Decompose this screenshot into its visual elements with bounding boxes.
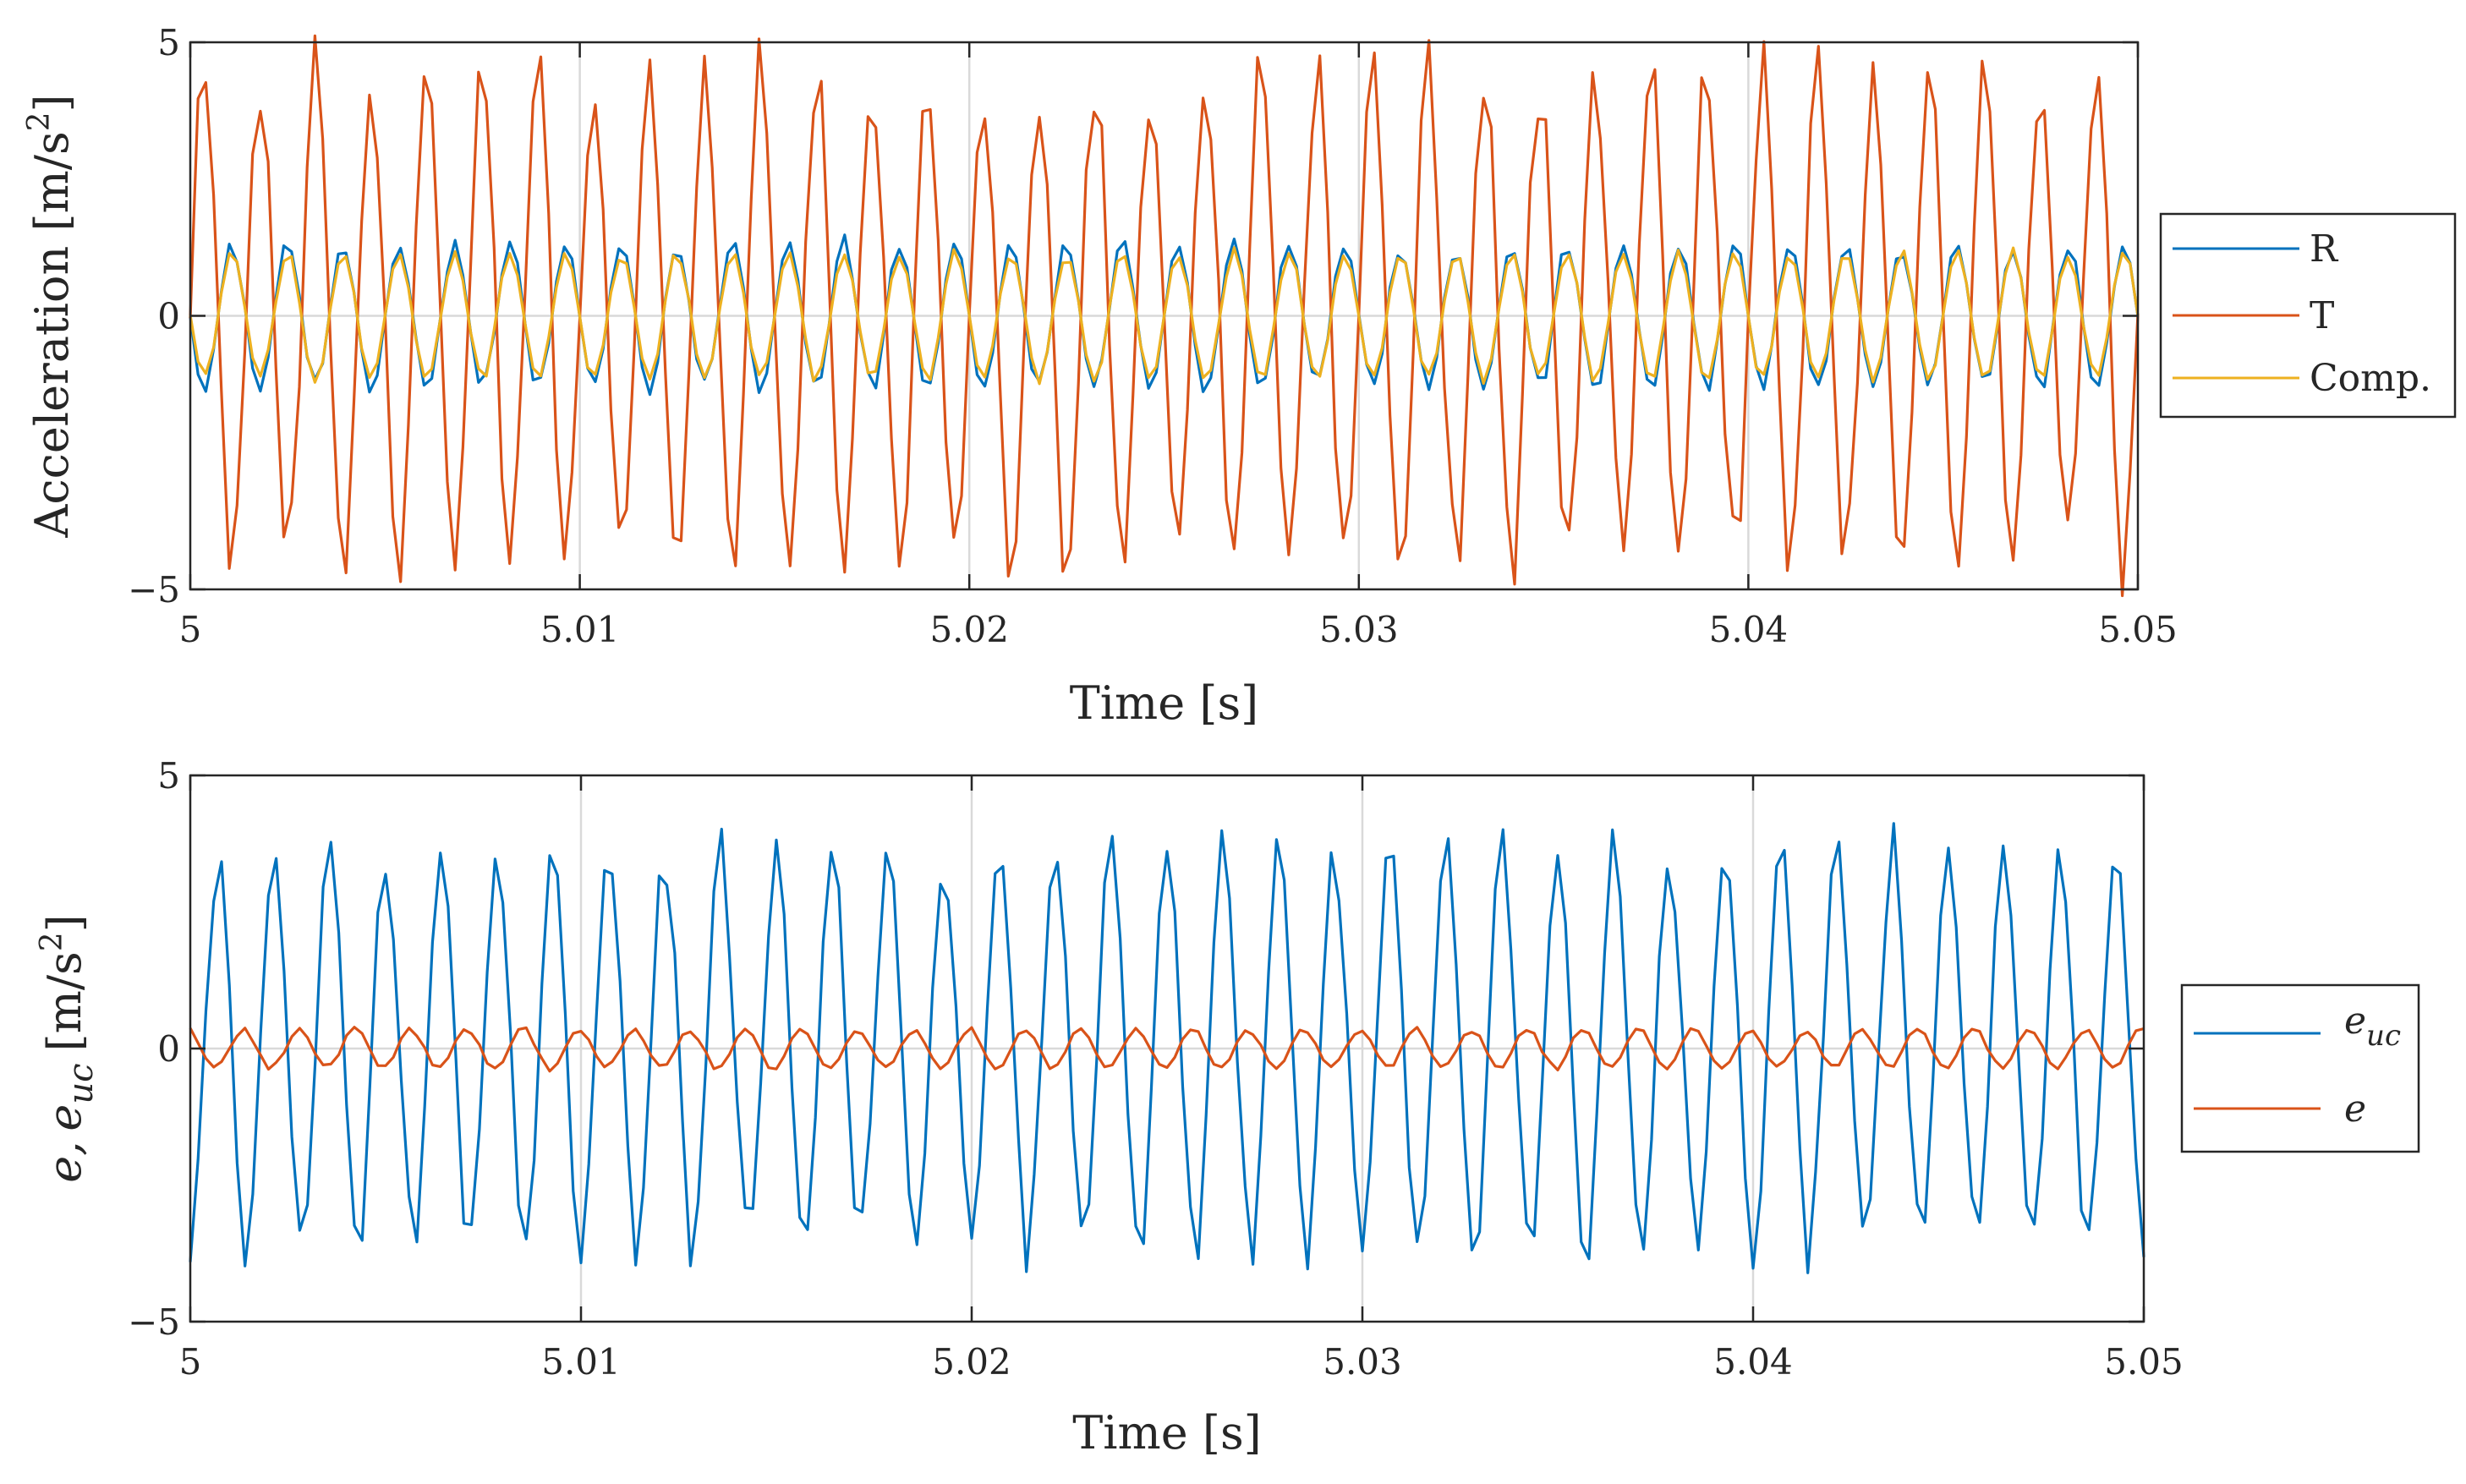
y-axis-label-euc: e xyxy=(38,1104,91,1131)
x-tick-label: 5.03 xyxy=(1319,609,1399,650)
y-axis-label-unit: [m/s xyxy=(38,951,91,1051)
x-tick-label: 5 xyxy=(179,609,202,650)
y-tick-label: 5 xyxy=(157,755,180,797)
x-tick-label: 5.02 xyxy=(932,1341,1011,1383)
legend-label-euc: euc xyxy=(2344,999,2401,1053)
legend-label-t: T xyxy=(2310,294,2334,337)
y-tick-label: 0 xyxy=(157,1028,180,1070)
error-chart: 5 5.01 5.02 5.03 5.04 5.05 −505 Time [s] e,eu… xyxy=(35,755,2420,1459)
y-axis-label-close: ] xyxy=(25,94,79,112)
acceleration-chart: 5 5.01 5.02 5.03 5.04 5.05 −5 0 5 Time [s] Acce… xyxy=(22,22,2457,730)
legend-label-euc-sub: uc xyxy=(2366,1019,2401,1053)
legend: euc e xyxy=(2180,983,2420,1153)
x-axis-label: Time [s] xyxy=(1072,1406,1261,1459)
x-tick-label: 5.02 xyxy=(929,609,1009,650)
y-axis-label-close: ] xyxy=(38,914,91,932)
y-tick-label: −5 xyxy=(128,569,180,611)
x-tick-label: 5.04 xyxy=(1713,1341,1793,1383)
series-group xyxy=(189,34,2140,598)
x-axis-label: Time [s] xyxy=(1070,676,1258,730)
series-group xyxy=(189,822,2145,1274)
y-tick-labels: −5 0 5 xyxy=(128,22,180,611)
tick-marks xyxy=(189,41,2140,591)
legend-label-r: R xyxy=(2310,227,2339,271)
y-tick-label: −5 xyxy=(128,1301,180,1343)
legend-label-e: e xyxy=(2344,1087,2366,1131)
x-tick-labels: 5 5.01 5.02 5.03 5.04 5.05 xyxy=(179,609,2178,650)
x-tick-label: 5.05 xyxy=(2104,1341,2184,1383)
y-axis-label-e: e, xyxy=(38,1142,91,1183)
y-axis-label: e, euc [m/s2] xyxy=(35,914,101,1182)
y-axis-label-superscript: 2 xyxy=(35,932,69,951)
x-tick-label: 5.05 xyxy=(2098,609,2178,650)
y-tick-label: 5 xyxy=(157,22,180,63)
x-tick-label: 5.01 xyxy=(541,1341,621,1383)
series-line-e xyxy=(189,1026,2145,1073)
tick-marks xyxy=(189,774,2145,1323)
y-axis-label: Acceleration [m/s2] xyxy=(22,94,79,538)
x-tick-label: 5 xyxy=(179,1341,202,1383)
legend-label-comp: Comp. xyxy=(2310,357,2431,400)
y-axis-label-main: Acceleration [m/s xyxy=(25,131,79,538)
legend-box xyxy=(2180,983,2420,1153)
series-line-e-uc xyxy=(189,822,2145,1274)
x-tick-label: 5.03 xyxy=(1323,1341,1402,1383)
y-axis-label-subscript: uc xyxy=(62,1063,101,1103)
x-tick-labels: 5 5.01 5.02 5.03 5.04 5.05 xyxy=(179,1341,2184,1383)
y-axis-label-superscript: 2 xyxy=(22,112,57,131)
legend: R T Comp. xyxy=(2159,212,2457,419)
x-tick-label: 5.04 xyxy=(1709,609,1789,650)
series-line-comp- xyxy=(189,246,2140,386)
legend-label-euc-main: e xyxy=(2344,999,2366,1043)
y-tick-labels: −5 0 5 xyxy=(128,755,180,1343)
x-tick-label: 5.01 xyxy=(540,609,620,650)
y-tick-label: 0 xyxy=(157,296,180,337)
